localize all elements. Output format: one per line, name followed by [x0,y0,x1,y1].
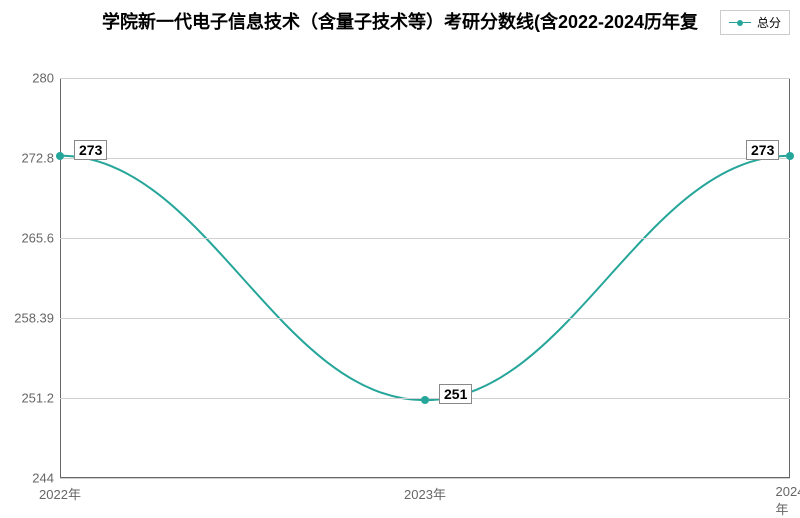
line-curve [60,78,790,478]
x-tick-label: 2023年 [404,478,446,503]
grid-line [60,158,790,159]
plot-area: 244251.2258.39265.6272.82802022年2023年202… [60,78,790,478]
y-tick-label: 265.6 [21,231,60,246]
data-point: 251 [421,396,429,404]
x-tick-label: 2024年 [776,478,800,518]
legend-label: 总分 [757,14,781,31]
y-tick-label: 280 [32,71,60,86]
x-tick-label: 2022年 [39,478,81,503]
point-label: 273 [74,140,107,160]
legend-marker [729,20,751,26]
grid-line [60,78,790,79]
point-label: 273 [746,140,779,160]
y-tick-label: 272.8 [21,151,60,166]
point-label: 251 [439,384,472,404]
chart-title: 学院新一代电子信息技术（含量子技术等）考研分数线(含2022-2024历年复 [0,0,800,38]
legend: 总分 [720,10,790,35]
data-point: 273 [786,152,794,160]
data-point: 273 [56,152,64,160]
point-marker [786,152,794,160]
y-tick-label: 251.2 [21,391,60,406]
point-marker [56,152,64,160]
y-tick-label: 258.39 [14,311,60,326]
point-marker [421,396,429,404]
grid-line [60,238,790,239]
grid-line [60,318,790,319]
chart-container: 244251.2258.39265.6272.82802022年2023年202… [0,38,800,498]
